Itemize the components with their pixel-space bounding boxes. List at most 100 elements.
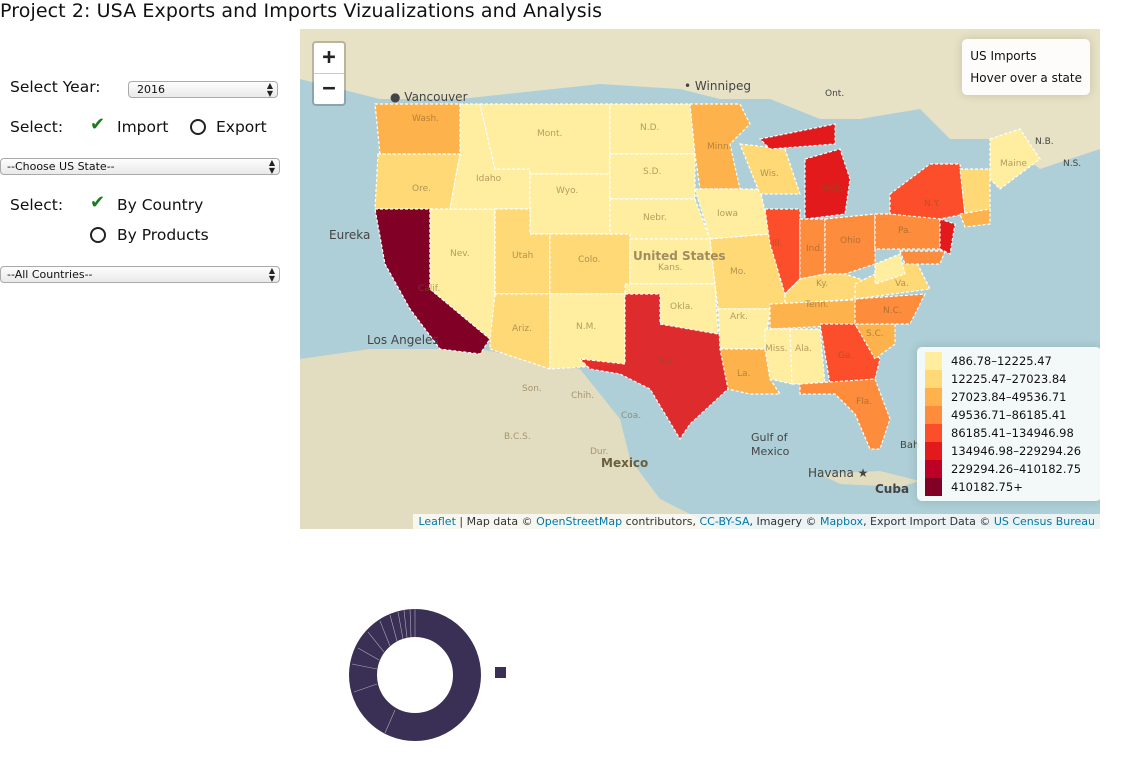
state-label: Colo.: [578, 255, 601, 265]
export-label[interactable]: Export: [216, 118, 267, 136]
state-virginia: [854, 258, 931, 300]
legend-label: 86185.41–134946.98: [951, 426, 1074, 440]
state-label: Wis.: [760, 169, 779, 179]
export-radio[interactable]: [190, 119, 206, 135]
state-maryland: [899, 250, 946, 265]
state-michigan: [804, 148, 851, 220]
state-massachusetts: [959, 208, 991, 228]
by-country-check-icon[interactable]: ✔: [90, 192, 106, 213]
label-gulf-2: Mexico: [751, 445, 790, 458]
year-select-value: 2016: [137, 83, 165, 96]
state-label: Minn.: [707, 142, 732, 152]
state-new-york: [889, 163, 966, 220]
legend-row: 12225.47–27023.84: [925, 370, 1093, 388]
country-select[interactable]: --All Countries-- ▲ ▼: [0, 266, 280, 283]
state-label: Wash.: [412, 114, 440, 124]
state-label: Ore.: [412, 184, 431, 194]
legend-label: 49536.71–86185.41: [951, 408, 1067, 422]
zoom-in-button[interactable]: +: [314, 43, 344, 74]
legend-label: 229294.26–410182.75: [951, 462, 1082, 476]
state-montana: [479, 103, 611, 175]
select-label: Select:: [10, 118, 64, 136]
by-products-radio[interactable]: [90, 227, 106, 243]
info-hint: Hover over a state: [970, 71, 1082, 85]
state-label: N.D.: [640, 123, 660, 133]
state-label: La.: [737, 369, 751, 379]
legend-label: 134946.98–229294.26: [951, 444, 1082, 458]
state-label: Ga.: [838, 351, 854, 361]
label-winnipeg: • Winnipeg: [684, 79, 752, 93]
mexico-land: [300, 349, 720, 529]
label-havana: Havana ★: [808, 466, 869, 480]
state-label: Ark.: [730, 312, 748, 322]
state-texas: [578, 293, 731, 441]
legend-swatch: [925, 460, 942, 478]
state-michigan-up: [758, 123, 836, 150]
state-label: Pa.: [898, 226, 912, 236]
leaflet-link[interactable]: Leaflet: [418, 515, 456, 528]
state-west-virginia: [874, 253, 906, 285]
donut-chart[interactable]: [340, 600, 490, 750]
legend-row: 134946.98–229294.26: [925, 442, 1093, 460]
state-minnesota: [689, 103, 751, 190]
legend-swatch: [925, 442, 942, 460]
info-title: US Imports: [970, 49, 1037, 63]
state-ohio: [824, 213, 876, 275]
state-new-england: [959, 168, 991, 215]
label-gulf: Gulf of: [751, 431, 788, 444]
year-select[interactable]: 2016 ▲ ▼: [128, 81, 278, 98]
canada-land: [300, 29, 1100, 169]
state-label: S.C.: [866, 329, 884, 339]
info-box: US Imports Hover over a state: [962, 39, 1090, 95]
census-link[interactable]: US Census Bureau: [993, 515, 1095, 528]
choropleth-map[interactable]: ● Vancouver • Winnipeg Ont. Eureka Los A…: [300, 29, 1100, 529]
zoom-out-button[interactable]: −: [322, 76, 336, 101]
state-label: Mo.: [730, 267, 746, 277]
state-label: Miss.: [765, 344, 788, 354]
state-label: Nev.: [450, 249, 470, 259]
by-country-label[interactable]: By Country: [117, 196, 204, 214]
import-check-icon[interactable]: ✔: [90, 114, 106, 135]
select-arrows-icon: ▲ ▼: [268, 266, 275, 283]
zoom-control: + −: [312, 41, 346, 106]
legend-row: 486.78–12225.47: [925, 352, 1093, 370]
legend-swatch: [925, 424, 942, 442]
state-mississippi: [764, 328, 793, 385]
state-label: Ariz.: [512, 324, 532, 334]
mapbox-link[interactable]: Mapbox: [819, 515, 864, 528]
attrib-text: , Imagery ©: [749, 515, 820, 528]
state-label: Wyo.: [556, 186, 579, 196]
state-label: Tenn.: [805, 300, 829, 310]
state-label: Iowa: [717, 209, 739, 219]
ccbysa-link[interactable]: CC-BY-SA: [699, 515, 750, 528]
osm-link[interactable]: OpenStreetMap: [536, 515, 623, 528]
state-label: Mich.: [820, 184, 844, 194]
page-title: Project 2: USA Exports and Imports Vizua…: [0, 0, 603, 22]
by-products-label[interactable]: By Products: [117, 226, 209, 244]
donut-ring[interactable]: [349, 609, 481, 741]
state-new-jersey: [939, 218, 956, 255]
attrib-text: contributors,: [622, 515, 700, 528]
import-label[interactable]: Import: [117, 118, 169, 136]
select-arrows-icon: ▲ ▼: [268, 158, 275, 175]
label-vancouver: ● Vancouver: [390, 90, 468, 104]
state-label: Son.: [522, 384, 542, 394]
state-label: Ala.: [795, 344, 813, 354]
legend-label: 410182.75+: [951, 480, 1023, 494]
label-eureka: Eureka: [329, 228, 371, 242]
state-label: Kans.: [658, 263, 683, 273]
state-label: Coa.: [621, 411, 642, 421]
state-label: Idaho: [476, 174, 502, 184]
state-label: Mont.: [537, 129, 563, 139]
label-united-states: United States: [633, 249, 726, 263]
state-label: B.C.S.: [504, 432, 531, 442]
state-select[interactable]: --Choose US State-- ▲ ▼: [0, 158, 280, 175]
legend-label: 486.78–12225.47: [951, 354, 1052, 368]
legend-swatch: [925, 388, 942, 406]
state-label: Fla.: [856, 397, 873, 407]
state-label: N.C.: [883, 306, 902, 316]
donut-legend-marker: [495, 667, 506, 678]
select-label-2: Select:: [10, 196, 64, 214]
map-legend: 486.78–12225.47 12225.47–27023.84 27023.84…: [917, 347, 1100, 501]
map-attribution: Leaflet | Map data © OpenStreetMap contr…: [413, 514, 1100, 529]
